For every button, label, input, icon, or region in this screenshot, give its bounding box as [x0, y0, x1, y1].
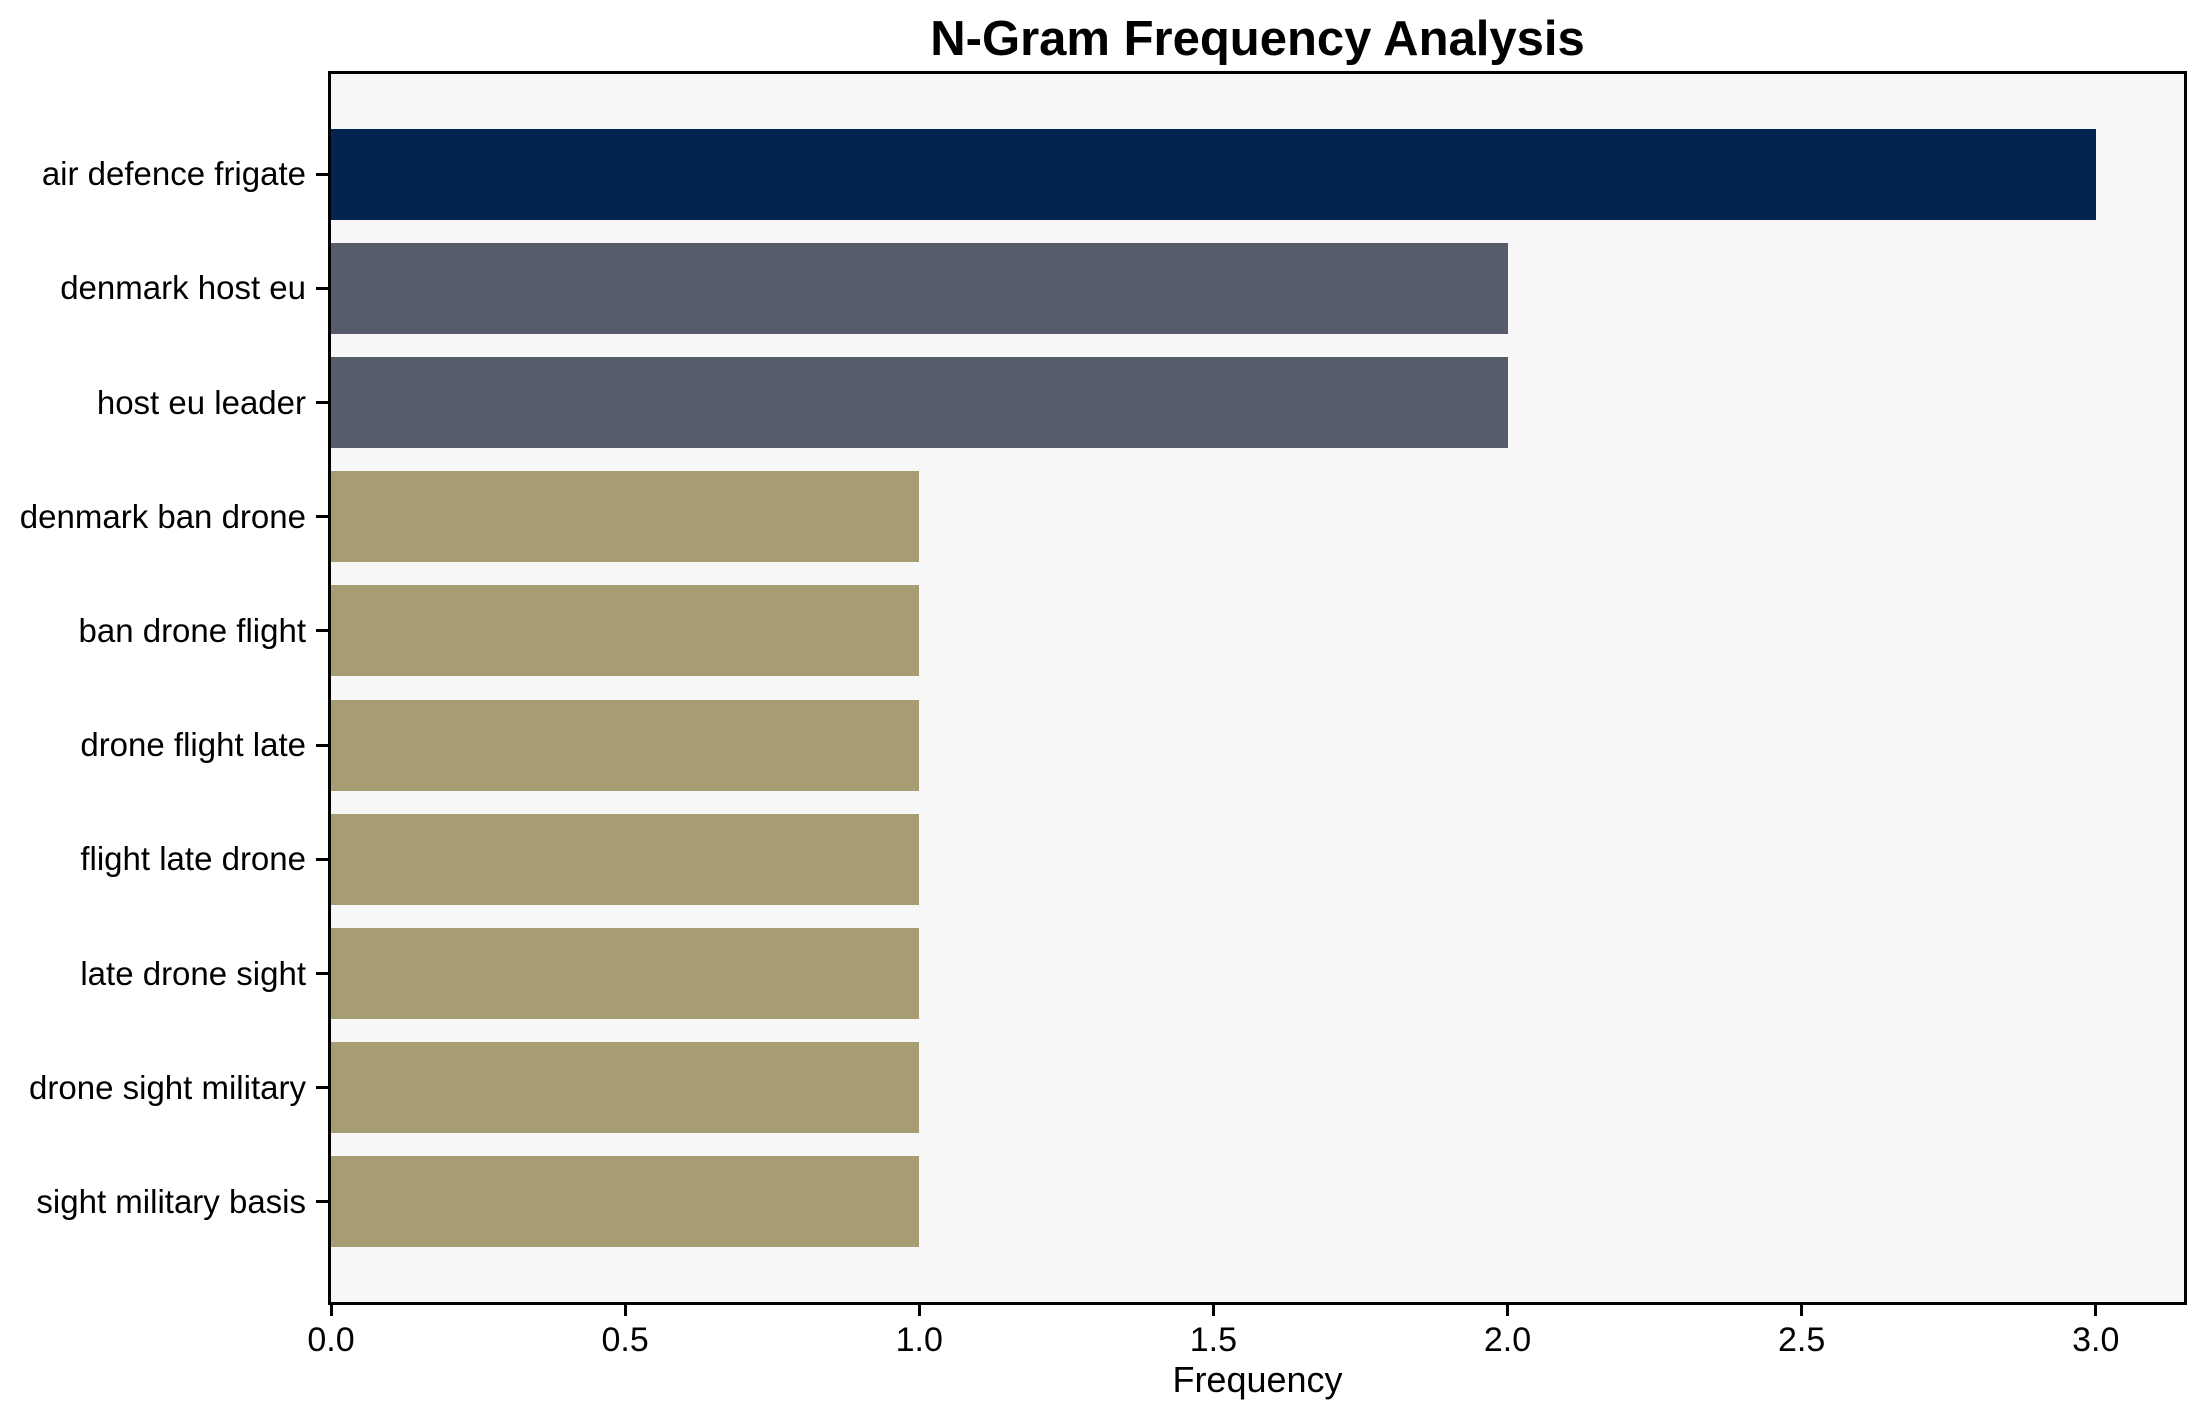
x-tick-label: 2.0 [1483, 1321, 1532, 1359]
y-tick-label: sight military basis [36, 1182, 306, 1220]
x-tick-label: 0.5 [601, 1321, 649, 1359]
chart-title: N-Gram Frequency Analysis [930, 12, 1585, 66]
y-tick-mark [316, 1200, 328, 1204]
y-tick-label: air defence frigate [41, 155, 306, 193]
bar-sight-military-basis [331, 1156, 920, 1248]
x-tick-mark [1211, 1305, 1215, 1316]
bar-flight-late-drone [331, 813, 920, 905]
y-tick-mark [316, 286, 328, 290]
x-tick-mark [917, 1305, 921, 1316]
y-tick-label: drone flight late [80, 726, 306, 764]
y-tick-mark [316, 972, 328, 975]
x-tick-mark [623, 1305, 627, 1316]
bar-air-defence-frigate [331, 128, 2096, 220]
y-tick-mark [316, 401, 328, 404]
y-tick-mark [316, 629, 328, 633]
bar-denmark-host-eu [331, 242, 1508, 334]
bar-ban-drone-flight [331, 585, 920, 677]
bar-drone-sight-military [331, 1042, 920, 1134]
x-tick-mark [329, 1305, 333, 1316]
x-tick-label: 1.5 [1189, 1321, 1237, 1359]
bar-host-eu-leader [331, 357, 1508, 448]
y-tick-label: denmark ban drone [19, 497, 306, 535]
y-tick-label: late drone sight [80, 954, 306, 992]
y-tick-mark [316, 515, 328, 519]
y-tick-label: ban drone flight [78, 611, 306, 649]
x-tick-label: 2.5 [1777, 1321, 1826, 1359]
plot-area [328, 71, 2187, 1305]
y-tick-label: host eu leader [96, 383, 306, 421]
y-tick-mark [316, 172, 328, 176]
y-tick-label: flight late drone [80, 840, 306, 878]
y-tick-label: drone sight military [29, 1068, 306, 1106]
y-tick-mark [316, 1086, 328, 1090]
x-tick-mark [1506, 1305, 1509, 1316]
x-tick-mark [1800, 1305, 1804, 1316]
x-axis-title: Frequency [1172, 1359, 1343, 1400]
y-tick-mark [316, 857, 328, 861]
x-tick-label: 0.0 [307, 1321, 355, 1359]
x-tick-label: 3.0 [2072, 1321, 2120, 1359]
x-tick-label: 1.0 [895, 1321, 943, 1359]
y-tick-mark [316, 743, 328, 747]
x-tick-mark [2094, 1305, 2098, 1316]
bar-late-drone-sight [331, 928, 920, 1019]
bar-drone-flight-late [331, 699, 920, 791]
bar-denmark-ban-drone [331, 471, 920, 563]
y-tick-label: denmark host eu [60, 269, 306, 307]
